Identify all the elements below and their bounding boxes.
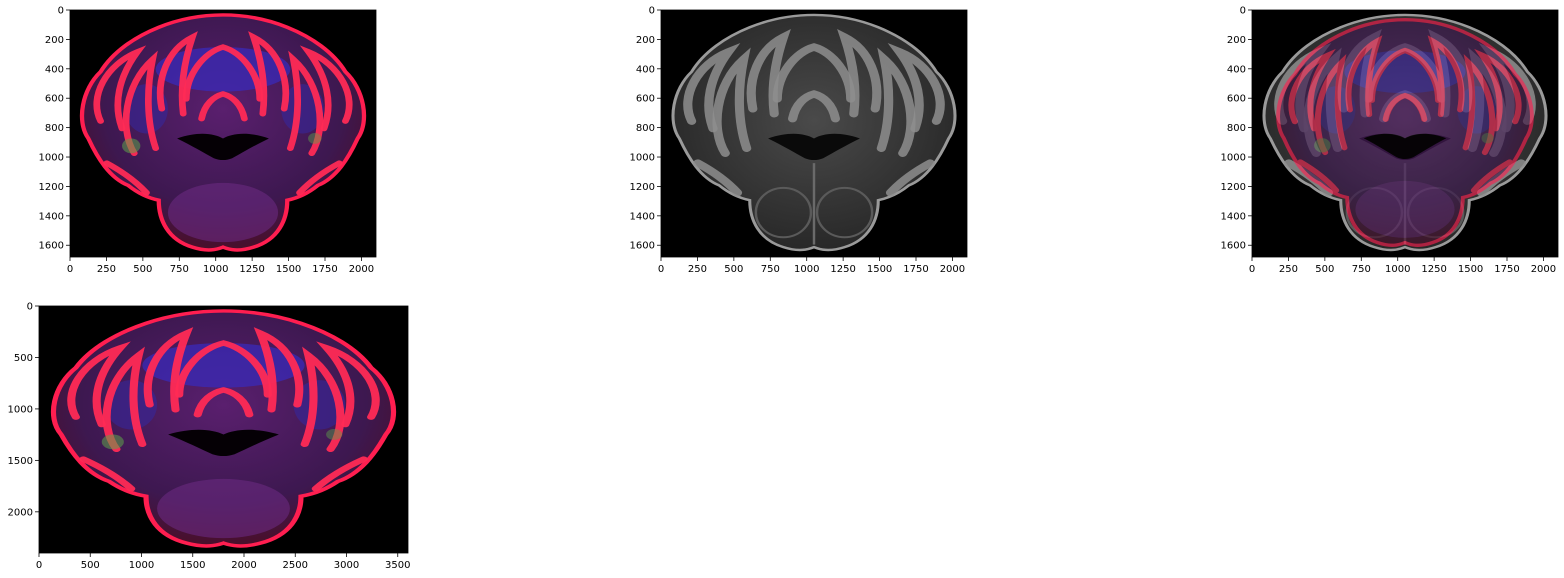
y-tick-label: 1000 <box>630 153 655 164</box>
x-tick-label: 500 <box>724 264 743 275</box>
y-tick-label: 0 <box>27 302 33 313</box>
y-tick-label: 0 <box>58 6 64 17</box>
x-tick-label: 0 <box>658 264 664 275</box>
image-panel-fullres-section: 0 500 1000 1500 2000 2500 3000 3500 0 500 1000 1500… <box>8 302 411 572</box>
y-tick-label: 1200 <box>39 182 64 193</box>
x-tick-label: 1000 <box>1385 264 1410 275</box>
x-tick-label: 0 <box>1249 264 1255 275</box>
y-tick-label: 1600 <box>630 241 655 252</box>
x-tick-label: 1500 <box>276 264 301 275</box>
x-tick-label: 1750 <box>312 264 337 275</box>
y-tick-label: 1500 <box>8 456 33 467</box>
y-tick-label: 1400 <box>1221 211 1246 222</box>
x-tick-label: 1250 <box>239 264 264 275</box>
y-tick-label: 200 <box>636 35 655 46</box>
grayscale-brain-template-icon <box>661 10 967 257</box>
image-panel-grayscale-template: 0 250 500 750 1000 1250 1500 1750 2000 0 200 400 600… <box>630 6 968 275</box>
y-tick-label: 800 <box>45 123 64 134</box>
y-tick-label: 1200 <box>1221 182 1246 193</box>
x-tick-label: 1000 <box>794 264 819 275</box>
x-tick-label: 0 <box>36 560 42 571</box>
y-tick-label: 1000 <box>1221 153 1246 164</box>
x-tick-label: 0 <box>67 264 73 275</box>
y-tick-label: 600 <box>1227 94 1246 105</box>
y-tick-label: 600 <box>45 94 64 105</box>
x-tick-label: 1250 <box>1421 264 1446 275</box>
overlay-brain-section-icon <box>1252 10 1558 257</box>
y-tick-label: 0 <box>649 6 655 17</box>
y-tick-label: 200 <box>45 35 64 46</box>
x-tick-label: 1500 <box>1458 264 1483 275</box>
x-tick-label: 500 <box>133 264 152 275</box>
x-tick-label: 1000 <box>129 560 154 571</box>
x-tick-label: 250 <box>1279 264 1298 275</box>
y-tick-label: 1600 <box>39 241 64 252</box>
y-tick-label: 2000 <box>8 507 33 518</box>
x-tick-label: 2000 <box>940 264 965 275</box>
x-tick-label: 1250 <box>830 264 855 275</box>
y-tick-label: 1600 <box>1221 241 1246 252</box>
y-tick-label: 500 <box>14 353 33 364</box>
x-tick-label: 2000 <box>349 264 374 275</box>
x-tick-label: 750 <box>761 264 780 275</box>
x-tick-label: 500 <box>81 560 100 571</box>
y-tick-label: 400 <box>45 64 64 75</box>
x-tick-label: 1750 <box>1494 264 1519 275</box>
x-tick-label: 1500 <box>180 560 205 571</box>
y-tick-label: 1000 <box>8 404 33 415</box>
y-tick-label: 1000 <box>39 153 64 164</box>
y-tick-label: 800 <box>636 123 655 134</box>
x-tick-label: 250 <box>97 264 116 275</box>
x-tick-label: 2000 <box>1531 264 1556 275</box>
x-tick-label: 1500 <box>867 264 892 275</box>
y-tick-label: 600 <box>636 94 655 105</box>
x-tick-label: 250 <box>688 264 707 275</box>
x-tick-label: 750 <box>170 264 189 275</box>
x-tick-label: 2500 <box>283 560 308 571</box>
x-tick-label: 2000 <box>231 560 256 571</box>
y-tick-label: 800 <box>1227 123 1246 134</box>
x-tick-label: 500 <box>1315 264 1334 275</box>
y-tick-label: 1400 <box>39 211 64 222</box>
y-tick-label: 200 <box>1227 35 1246 46</box>
x-tick-label: 750 <box>1352 264 1371 275</box>
axes-frame <box>660 9 968 258</box>
axes-frame <box>69 9 377 258</box>
image-panel-fluorescence-section: 0 250 500 750 1000 1250 1500 1750 2000 0 200 400 600… <box>39 6 377 275</box>
x-tick-label: 1000 <box>203 264 228 275</box>
y-tick-label: 0 <box>1240 6 1246 17</box>
y-tick-label: 1200 <box>630 182 655 193</box>
y-tick-label: 1400 <box>630 211 655 222</box>
axes-frame <box>1251 9 1559 258</box>
y-tick-label: 400 <box>1227 64 1246 75</box>
axes-frame <box>38 305 409 554</box>
y-tick-label: 400 <box>636 64 655 75</box>
x-tick-label: 3000 <box>334 560 359 571</box>
fluorescence-fullres-section-icon <box>39 306 408 553</box>
fluorescence-brain-section-icon <box>70 10 376 257</box>
x-tick-label: 3500 <box>385 560 410 571</box>
x-tick-label: 1750 <box>903 264 928 275</box>
image-panel-overlay: 0 250 500 750 1000 1250 1500 1750 2000 0 200 400 600… <box>1221 6 1559 275</box>
